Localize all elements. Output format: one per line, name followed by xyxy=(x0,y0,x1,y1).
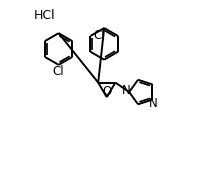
Text: O: O xyxy=(102,85,111,98)
Text: N: N xyxy=(149,97,158,110)
Text: Cl: Cl xyxy=(53,64,64,78)
Text: N: N xyxy=(122,84,131,98)
Text: HCl: HCl xyxy=(34,9,56,22)
Text: Cl: Cl xyxy=(93,29,105,42)
